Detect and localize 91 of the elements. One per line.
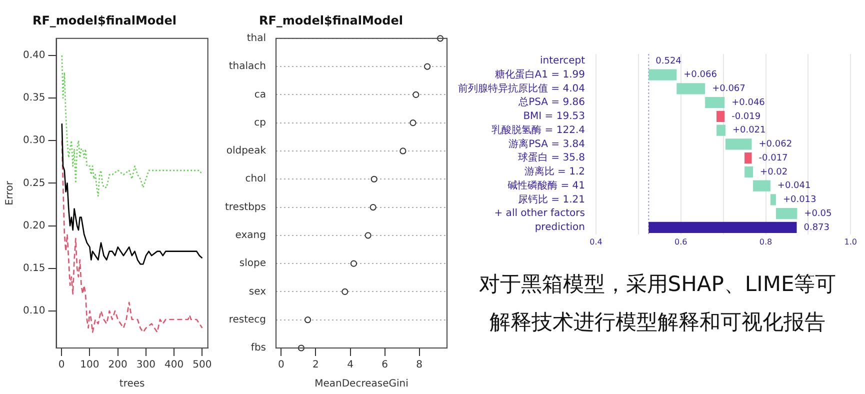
x-tick-label: 8 — [416, 360, 423, 371]
y-tick-label: 游离PSA = 3.84 — [508, 138, 585, 150]
point — [364, 232, 372, 239]
y-tick-label: 前列腺特异抗原比值 = 4.04 — [458, 82, 585, 94]
y-tick-label: cp — [254, 117, 266, 128]
x-tick-label: 200 — [108, 360, 128, 371]
text: 解释技术进行模型解释和可视化报告 — [490, 309, 826, 336]
line-series — [61, 54, 203, 197]
bar — [716, 124, 726, 136]
x-axis-title: MeanDecreaseGini — [314, 378, 408, 390]
y-tick-label: 碱性磷酸酶 = 41 — [508, 179, 585, 192]
y-tick-label: BMI = 19.53 — [523, 111, 585, 122]
data-label: +0.066 — [684, 70, 718, 80]
y-tick-label: 0.15 — [23, 262, 46, 274]
bar — [705, 97, 725, 108]
y-tick-label: sex — [248, 286, 266, 298]
x-tick-label: 0.4 — [590, 237, 602, 246]
y-tick-label: 球蛋白 = 35.8 — [518, 152, 585, 164]
x-tick-label: 6 — [382, 360, 388, 371]
x-tick-label: 1.0 — [844, 237, 858, 246]
data-label: -0.017 — [758, 153, 788, 164]
y-tick-label: restecg — [228, 314, 266, 326]
x-tick-label: 300 — [136, 360, 156, 371]
y-tick-label: thal — [246, 32, 266, 44]
point — [412, 91, 420, 98]
y-tick-label: 0.10 — [23, 306, 46, 317]
point — [424, 63, 431, 70]
data-label: 0.873 — [804, 222, 830, 233]
y-tick-label: 尿钙比 = 1.21 — [518, 193, 585, 206]
point — [370, 204, 376, 211]
data-label: +0.021 — [732, 126, 766, 136]
line-series — [61, 140, 203, 333]
y-tick-label: trestbps — [224, 202, 266, 213]
y-tick-label: + all other factors — [494, 208, 585, 220]
y-tick-label: 0.30 — [23, 135, 46, 146]
bar — [676, 83, 706, 94]
y-tick-label: 糖化蛋白A1 = 1.99 — [494, 68, 585, 80]
y-tick-label: 0.35 — [23, 92, 46, 104]
y-tick-label: chol — [245, 174, 266, 185]
bar — [648, 69, 677, 80]
x-axis-title: trees — [119, 378, 145, 390]
x-tick-label: 0.6 — [674, 237, 688, 246]
bar — [753, 180, 770, 192]
y-tick-label: 0.25 — [23, 178, 46, 189]
y-tick-label: 0.20 — [23, 220, 46, 232]
y-tick-label: ca — [254, 89, 266, 100]
y-tick-label: 总PSA = 9.86 — [518, 96, 585, 108]
bar — [744, 152, 752, 164]
bar — [744, 166, 754, 178]
y-tick-label: 乳酸脱氢酶 = 122.4 — [492, 124, 585, 136]
y-tick-label: oldpeak — [226, 146, 266, 157]
point — [410, 120, 416, 126]
chart-title: RF_model$finalModel — [32, 13, 177, 28]
y-axis-title: Error — [4, 180, 16, 206]
x-tick-label: 500 — [192, 360, 212, 371]
bar — [725, 138, 752, 150]
y-tick-label: thalach — [228, 61, 266, 72]
y-tick-label: 游离比 = 1.2 — [524, 166, 585, 178]
bar — [776, 208, 798, 220]
point — [400, 148, 406, 154]
x-tick-label: 0 — [58, 360, 65, 371]
x-tick-label: 2 — [312, 360, 319, 371]
x-tick-label: 0.8 — [759, 237, 772, 246]
x-tick-label: 400 — [164, 360, 184, 371]
text: 对于黑箱模型，采用SHAP、LIME等可 — [478, 271, 836, 298]
y-tick-label: exang — [235, 230, 266, 242]
ref-line-label: 0.524 — [656, 56, 682, 66]
bar — [716, 110, 725, 122]
x-tick-label: 4 — [347, 360, 354, 371]
point — [342, 288, 348, 296]
y-tick-label: intercept — [540, 56, 586, 67]
data-label: +0.062 — [758, 140, 792, 150]
x-tick-label: 0 — [278, 360, 284, 371]
y-tick-label: 0.40 — [23, 50, 46, 62]
data-label: +0.046 — [732, 98, 766, 108]
y-tick-label: fbs — [250, 342, 266, 354]
y-tick-label: prediction — [534, 222, 585, 234]
data-label: +0.067 — [712, 84, 746, 94]
y-tick-label: slope — [239, 258, 266, 270]
x-tick-label: 100 — [80, 360, 100, 371]
data-label: +0.05 — [804, 208, 832, 219]
point — [350, 260, 358, 267]
point — [370, 176, 378, 182]
bar — [648, 222, 797, 234]
data-label: -0.019 — [732, 112, 761, 122]
data-label: +0.041 — [777, 181, 811, 192]
data-label: +0.02 — [760, 167, 788, 178]
data-label: +0.013 — [782, 195, 816, 206]
bar — [770, 194, 776, 206]
point — [304, 316, 312, 324]
chart-title: RF_model$finalModel — [258, 13, 404, 28]
